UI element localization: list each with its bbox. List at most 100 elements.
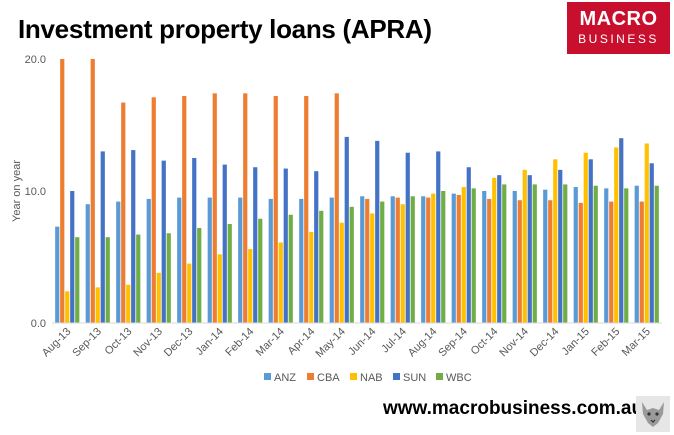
legend-label-anz: ANZ: [274, 372, 296, 384]
bar-wbc: [136, 234, 141, 323]
bar-sun: [70, 191, 75, 323]
x-tick-label: Apr-14: [286, 326, 318, 358]
bar-anz: [573, 187, 578, 323]
bar-wbc: [227, 224, 232, 323]
bar-sun: [375, 140, 380, 323]
bar-anz: [421, 196, 426, 323]
wolf-icon: [636, 396, 670, 432]
bar-anz: [268, 198, 273, 323]
bar-cba: [334, 93, 339, 323]
x-tick-label: Oct-14: [469, 326, 501, 358]
bar-sun: [161, 160, 166, 323]
bar-nab: [400, 204, 405, 323]
bar-sun: [436, 151, 441, 323]
bar-wbc: [75, 237, 80, 323]
bar-cba: [243, 93, 248, 323]
bar-sun: [588, 159, 593, 323]
bar-cba: [304, 95, 309, 324]
bar-nab: [370, 213, 375, 323]
bar-cba: [90, 59, 95, 323]
bar-sun: [131, 150, 136, 323]
bar-wbc: [654, 185, 659, 323]
macro-business-logo: MACRO BUSINESS: [567, 2, 670, 54]
bar-wbc: [410, 196, 415, 323]
bar-wbc: [471, 188, 476, 323]
bar-sun: [283, 168, 288, 323]
y-tick-label: 0.0: [31, 318, 46, 330]
website-url: www.macrobusiness.com.au: [383, 398, 644, 419]
bar-nab: [309, 231, 314, 323]
bar-nab: [644, 143, 649, 323]
bar-sun: [649, 163, 654, 323]
bar-sun: [619, 138, 624, 323]
bar-wbc: [441, 191, 446, 323]
bar-nab: [339, 222, 344, 323]
x-tick-label: Feb-14: [223, 326, 256, 359]
bar-sun: [222, 164, 227, 323]
x-tick-label: Feb-15: [589, 326, 622, 359]
x-tick-label: Dec-14: [528, 326, 562, 360]
bar-anz: [299, 198, 304, 323]
bar-wbc: [258, 218, 263, 323]
bar-cba: [639, 201, 644, 323]
y-axis-label: Year on year: [11, 160, 23, 222]
logo-line-2: BUSINESS: [578, 32, 659, 46]
x-tick-label: Nov-13: [131, 326, 165, 360]
bar-anz: [634, 185, 639, 323]
legend-label-wbc: WBC: [446, 372, 472, 384]
bar-wbc: [105, 237, 110, 323]
x-tick-label: Nov-14: [497, 326, 531, 360]
bar-nab: [614, 147, 619, 323]
bar-sun: [466, 167, 471, 323]
bar-sun: [314, 171, 319, 323]
bar-anz: [512, 191, 517, 323]
x-tick-label: Oct-13: [103, 326, 135, 358]
bar-anz: [238, 197, 243, 323]
bar-cba: [609, 201, 614, 323]
bar-anz: [543, 189, 548, 323]
bar-sun: [405, 152, 410, 323]
bar-nab: [553, 159, 558, 323]
legend-swatch-wbc: [436, 373, 443, 380]
x-tick-label: Jan-14: [194, 326, 226, 358]
bar-sun: [192, 158, 197, 323]
bar-nab: [65, 291, 70, 323]
bar-anz: [177, 197, 182, 323]
bar-anz: [451, 193, 456, 323]
bar-wbc: [197, 227, 202, 323]
bar-cba: [365, 198, 370, 323]
bar-sun: [558, 169, 563, 323]
bar-cba: [395, 197, 400, 323]
bar-nab: [95, 287, 100, 323]
bar-cba: [548, 200, 553, 323]
x-tick-label: Mar-15: [620, 326, 653, 359]
bar-sun: [100, 151, 105, 323]
bar-nab: [248, 249, 253, 323]
bar-cba: [212, 93, 217, 323]
x-tick-label: May-14: [313, 326, 347, 360]
bar-wbc: [563, 184, 568, 323]
legend-swatch-cba: [307, 373, 314, 380]
bar-nab: [156, 272, 161, 323]
bar-cba: [578, 202, 583, 323]
bar-nab: [431, 193, 436, 323]
logo-line-1: MACRO: [579, 8, 658, 30]
bar-anz: [85, 204, 90, 323]
bar-cba: [487, 198, 492, 323]
bar-wbc: [380, 201, 385, 323]
bar-sun: [344, 136, 349, 323]
x-tick-label: Jul-14: [379, 326, 409, 356]
bar-nab: [522, 169, 527, 323]
legend-swatch-nab: [350, 373, 357, 380]
bar-nab: [583, 152, 588, 323]
x-tick-label: Aug-14: [406, 326, 440, 360]
bar-nab: [278, 242, 283, 323]
bar-wbc: [288, 214, 293, 323]
legend-label-cba: CBA: [317, 372, 340, 384]
bar-cba: [273, 95, 278, 324]
x-tick-label: Jan-15: [560, 326, 592, 358]
bar-anz: [360, 196, 365, 323]
bar-wbc: [593, 185, 598, 323]
x-tick-label: Jun-14: [346, 326, 378, 358]
